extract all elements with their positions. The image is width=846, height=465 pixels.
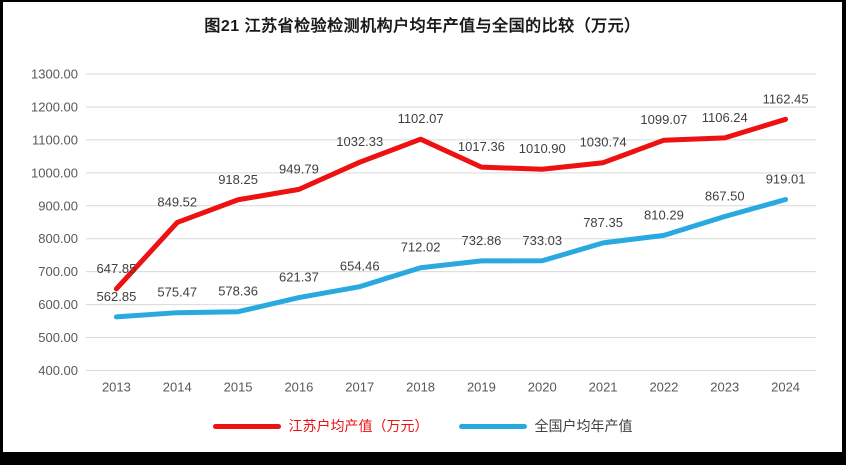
y-tick-label: 1200.00 (31, 99, 78, 114)
line-chart: 400.00 500.00 600.00 700.00 800.00 900.00 1000… (31, 67, 816, 395)
y-tick-label: 1000.00 (31, 165, 78, 180)
data-label: 810.29 (644, 207, 684, 222)
chart-title: 图21 江苏省检验检测机构户均年产值与全国的比较（万元） (204, 18, 641, 35)
y-tick-label: 800.00 (38, 231, 78, 246)
x-tick-label: 2015 (224, 380, 253, 395)
data-label: 1017.36 (458, 139, 505, 154)
y-axis-tick-labels: 400.00 500.00 600.00 700.00 800.00 900.00 1000… (31, 67, 78, 379)
legend-label-jiangsu: 江苏户均产值（万元） (288, 418, 429, 434)
x-tick-label: 2016 (284, 380, 313, 395)
x-tick-label: 2013 (102, 380, 131, 395)
data-label: 575.47 (157, 285, 197, 300)
y-tick-label: 700.00 (38, 264, 78, 279)
data-label: 733.03 (522, 233, 562, 248)
x-tick-label: 2022 (649, 380, 678, 395)
data-label: 578.36 (218, 284, 258, 299)
national-line-swatch-icon (458, 423, 527, 429)
data-label: 867.50 (705, 188, 745, 203)
data-label: 732.86 (462, 233, 502, 248)
data-label: 787.35 (583, 215, 623, 230)
x-tick-label: 2014 (163, 380, 192, 395)
data-label: 1099.07 (640, 112, 687, 127)
chart-legend: 江苏户均产值（万元） 全国户均年产值 (3, 416, 842, 436)
jiangsu-line-swatch-icon (212, 423, 281, 429)
x-tick-label: 2019 (467, 380, 496, 395)
data-label: 1102.07 (398, 111, 444, 126)
x-tick-label: 2020 (528, 380, 557, 395)
data-label: 621.37 (279, 270, 319, 285)
data-label: 654.46 (340, 259, 380, 274)
data-label: 562.85 (97, 289, 137, 304)
x-tick-label: 2024 (771, 380, 800, 395)
y-tick-label: 1100.00 (32, 132, 78, 147)
series-data-labels-1: 562.85 575.47 578.36 621.37 654.46 712.02 732.… (97, 172, 806, 304)
y-tick-label: 500.00 (38, 330, 78, 345)
data-label: 1030.74 (580, 135, 627, 150)
y-tick-label: 900.00 (38, 198, 78, 213)
y-gridlines (86, 73, 816, 371)
data-label: 712.02 (401, 240, 441, 255)
data-label: 647.85 (97, 261, 137, 276)
data-label: 949.79 (279, 161, 319, 176)
legend-item-national: 全国户均年产值 (458, 416, 633, 436)
x-tick-label: 2017 (345, 380, 374, 395)
data-label: 1010.90 (519, 141, 566, 156)
legend-item-jiangsu: 江苏户均产值（万元） (212, 416, 429, 436)
series-line-1 (113, 197, 789, 320)
data-label: 918.25 (218, 172, 258, 187)
y-tick-label: 1300.00 (31, 67, 78, 82)
series-data-labels-0: 647.85 849.52 918.25 949.79 1032.33 1102.07 10… (97, 91, 809, 276)
data-label: 849.52 (157, 194, 197, 209)
data-label: 1106.24 (702, 110, 748, 125)
y-tick-label: 600.00 (38, 297, 78, 312)
data-label: 1032.33 (336, 134, 383, 149)
series-line-0 (113, 116, 789, 292)
x-tick-label: 2021 (589, 380, 618, 395)
x-tick-label: 2023 (710, 380, 739, 395)
legend-label-national: 全国户均年产值 (534, 418, 633, 434)
data-label: 919.01 (766, 172, 806, 187)
y-tick-label: 400.00 (38, 363, 78, 378)
x-tick-label: 2018 (406, 380, 435, 395)
x-axis-tick-labels: 2013 2014 2015 2016 2017 2018 2019 2020 2021 2022… (102, 380, 800, 395)
data-label: 1162.45 (763, 91, 809, 106)
